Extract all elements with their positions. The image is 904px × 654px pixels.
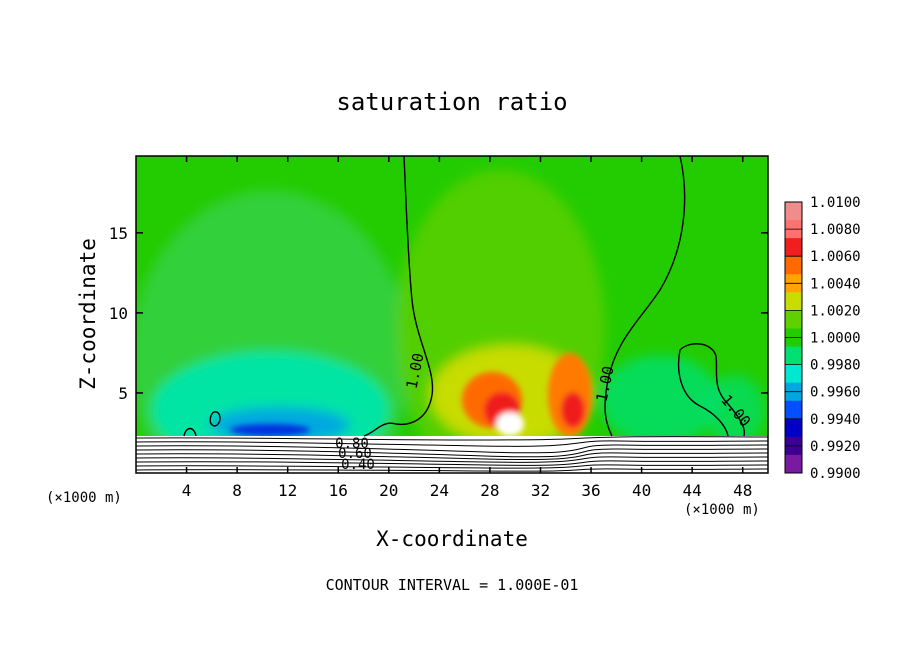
x-tick-label: 48 [733, 481, 752, 500]
x-tick-label: 24 [430, 481, 449, 500]
colorbar-label: 0.9940 [810, 412, 861, 428]
colorbar-label: 1.0080 [810, 222, 861, 238]
colorbar-label: 1.0040 [810, 276, 861, 292]
contour-label: 0.60 [338, 446, 372, 462]
colorbar-swatch [785, 256, 802, 275]
colorbar-swatch [785, 418, 802, 438]
colorbar-label: 1.0060 [810, 249, 861, 265]
x-axis-label: X-coordinate [376, 527, 528, 551]
x-unit-label-left: (×1000 m) [46, 490, 122, 506]
contour-blob-small [183, 427, 197, 437]
colorbar: 1.0100 1.0080 1.0060 1.0040 1.0020 1.0000 0.99… [784, 195, 861, 482]
x-tick-label: 40 [632, 481, 651, 500]
x-tick-label: 32 [531, 481, 550, 500]
colorbar-label: 1.0020 [810, 303, 861, 319]
chart-title: saturation ratio [336, 88, 568, 116]
region-left-deep-cold [230, 424, 310, 436]
x-tick-label: 36 [581, 481, 600, 500]
colorbar-label: 1.0100 [810, 195, 861, 211]
plot-frame [135, 155, 769, 474]
colorbar-swatch [785, 364, 802, 384]
contour-line-1 [363, 156, 434, 437]
colorbar-swatch [785, 400, 802, 420]
y-tick-label: 10 [109, 304, 128, 323]
colorbar-swatch [785, 346, 802, 366]
y-axis-ticks: 5 10 15 [109, 224, 768, 403]
colorbar-label: 0.9980 [810, 358, 861, 374]
contour-line-3 [677, 343, 746, 437]
x-axis-ticks: 4 8 12 16 20 24 28 32 36 40 44 48 [182, 156, 752, 500]
colorbar-label: 1.0000 [810, 331, 861, 347]
colorbar-swatch [785, 202, 802, 221]
region-center-peak-b [561, 392, 585, 428]
colorbar-label: 0.9900 [810, 466, 861, 482]
x-tick-label: 12 [278, 481, 297, 500]
x-tick-label: 20 [379, 481, 398, 500]
y-tick-label: 5 [118, 384, 128, 403]
x-tick-label: 44 [683, 481, 702, 500]
x-tick-label: 28 [480, 481, 499, 500]
region-peak-core [496, 412, 524, 436]
colorbar-label: 0.9960 [810, 385, 861, 401]
contour-label: 0.40 [341, 457, 375, 473]
x-unit-label-right: (×1000 m) [684, 502, 760, 518]
x-tick-label: 4 [182, 481, 192, 500]
x-tick-label: 16 [329, 481, 348, 500]
contour-interval-note: CONTOUR INTERVAL = 1.000E-01 [325, 576, 579, 594]
y-axis-label: Z-coordinate [76, 238, 100, 390]
contour-blob-left [209, 411, 221, 427]
colorbar-swatch [785, 238, 802, 257]
y-tick-label: 15 [109, 224, 128, 243]
colorbar-swatch [785, 454, 802, 474]
saturation-heatmap [136, 156, 768, 473]
x-tick-label: 8 [232, 481, 242, 500]
contour-label: 0.80 [335, 436, 369, 452]
region-right-cool [600, 355, 720, 445]
contour-line-2 [604, 156, 686, 437]
colorbar-label: 0.9920 [810, 439, 861, 455]
colorbar-swatch [785, 310, 802, 329]
colorbar-swatch [785, 292, 802, 311]
